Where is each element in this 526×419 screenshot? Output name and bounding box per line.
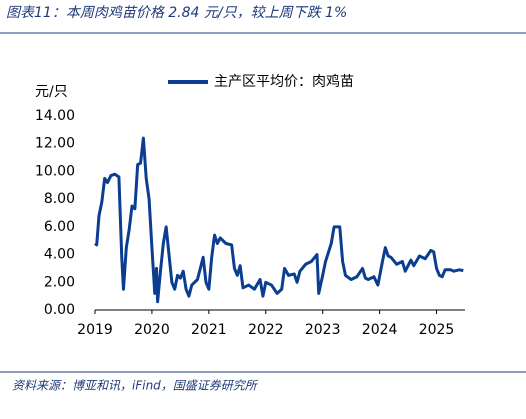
y-tick-label: 2.00	[44, 274, 75, 290]
y-tick-label: 10.00	[35, 163, 75, 179]
y-tick-label: 8.00	[44, 191, 75, 207]
data-line	[94, 136, 464, 304]
x-tick-label: 2024	[362, 322, 398, 338]
y-tick-label: 12.00	[35, 136, 75, 152]
y-tick-label: 0.00	[44, 302, 75, 318]
x-tick-label: 2025	[419, 322, 455, 338]
y-axis-label: 元/只	[35, 84, 68, 100]
chart-title: 图表11：本周肉鸡苗价格 2.84 元/只，较上周下跌 1%	[6, 5, 347, 21]
x-tick-label: 2023	[305, 322, 341, 338]
x-tick-label: 2021	[191, 322, 227, 338]
source: 资料来源：博亚和讯，iFind，国盛证券研究所	[12, 379, 259, 393]
legend-label: 主产区平均价：肉鸡苗	[214, 73, 354, 90]
y-tick-label: 4.00	[44, 247, 75, 263]
y-tick-label: 14.00	[35, 108, 75, 124]
x-tick-label: 2020	[134, 322, 170, 338]
x-tick-label: 2019	[77, 322, 113, 338]
y-tick-label: 6.00	[44, 219, 75, 235]
x-tick-label: 2022	[248, 322, 284, 338]
